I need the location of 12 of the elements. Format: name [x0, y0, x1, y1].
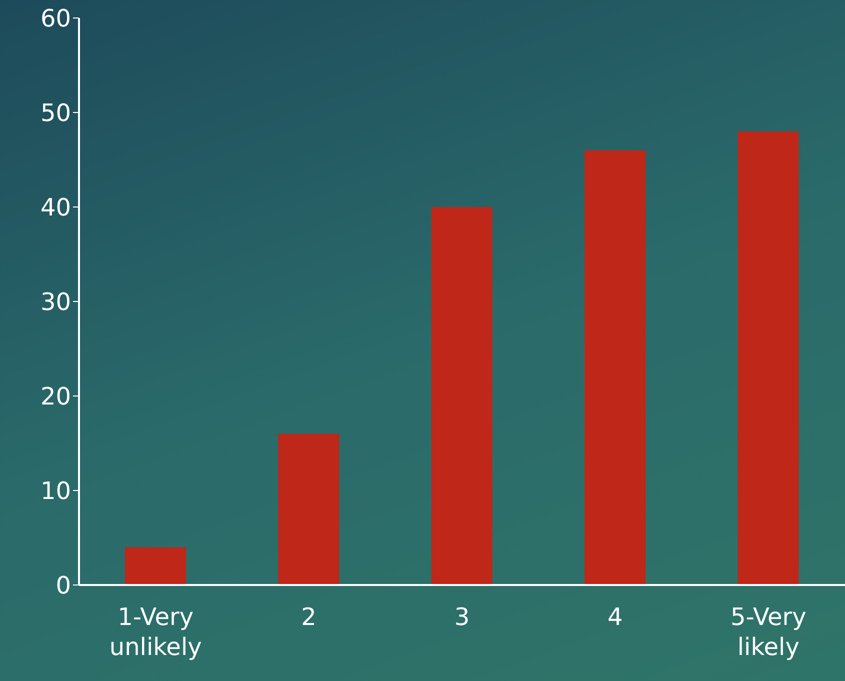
- y-tick-label: 50: [40, 99, 71, 128]
- y-tick-label: 10: [40, 477, 71, 506]
- x-tick-label: 5-Very likely: [730, 603, 806, 661]
- y-tick-label: 20: [40, 382, 71, 411]
- x-tick-label: 2: [301, 603, 316, 631]
- y-tick-label: 40: [40, 194, 71, 222]
- y-tick-label: 60: [40, 4, 71, 33]
- x-tick-label: 1-Very unlikely: [109, 603, 202, 661]
- y-tick-label: 30: [40, 288, 71, 316]
- x-tick-label: 3: [454, 603, 470, 631]
- y-tick-label: 0: [56, 572, 71, 600]
- x-tick-label: 4: [608, 603, 623, 631]
